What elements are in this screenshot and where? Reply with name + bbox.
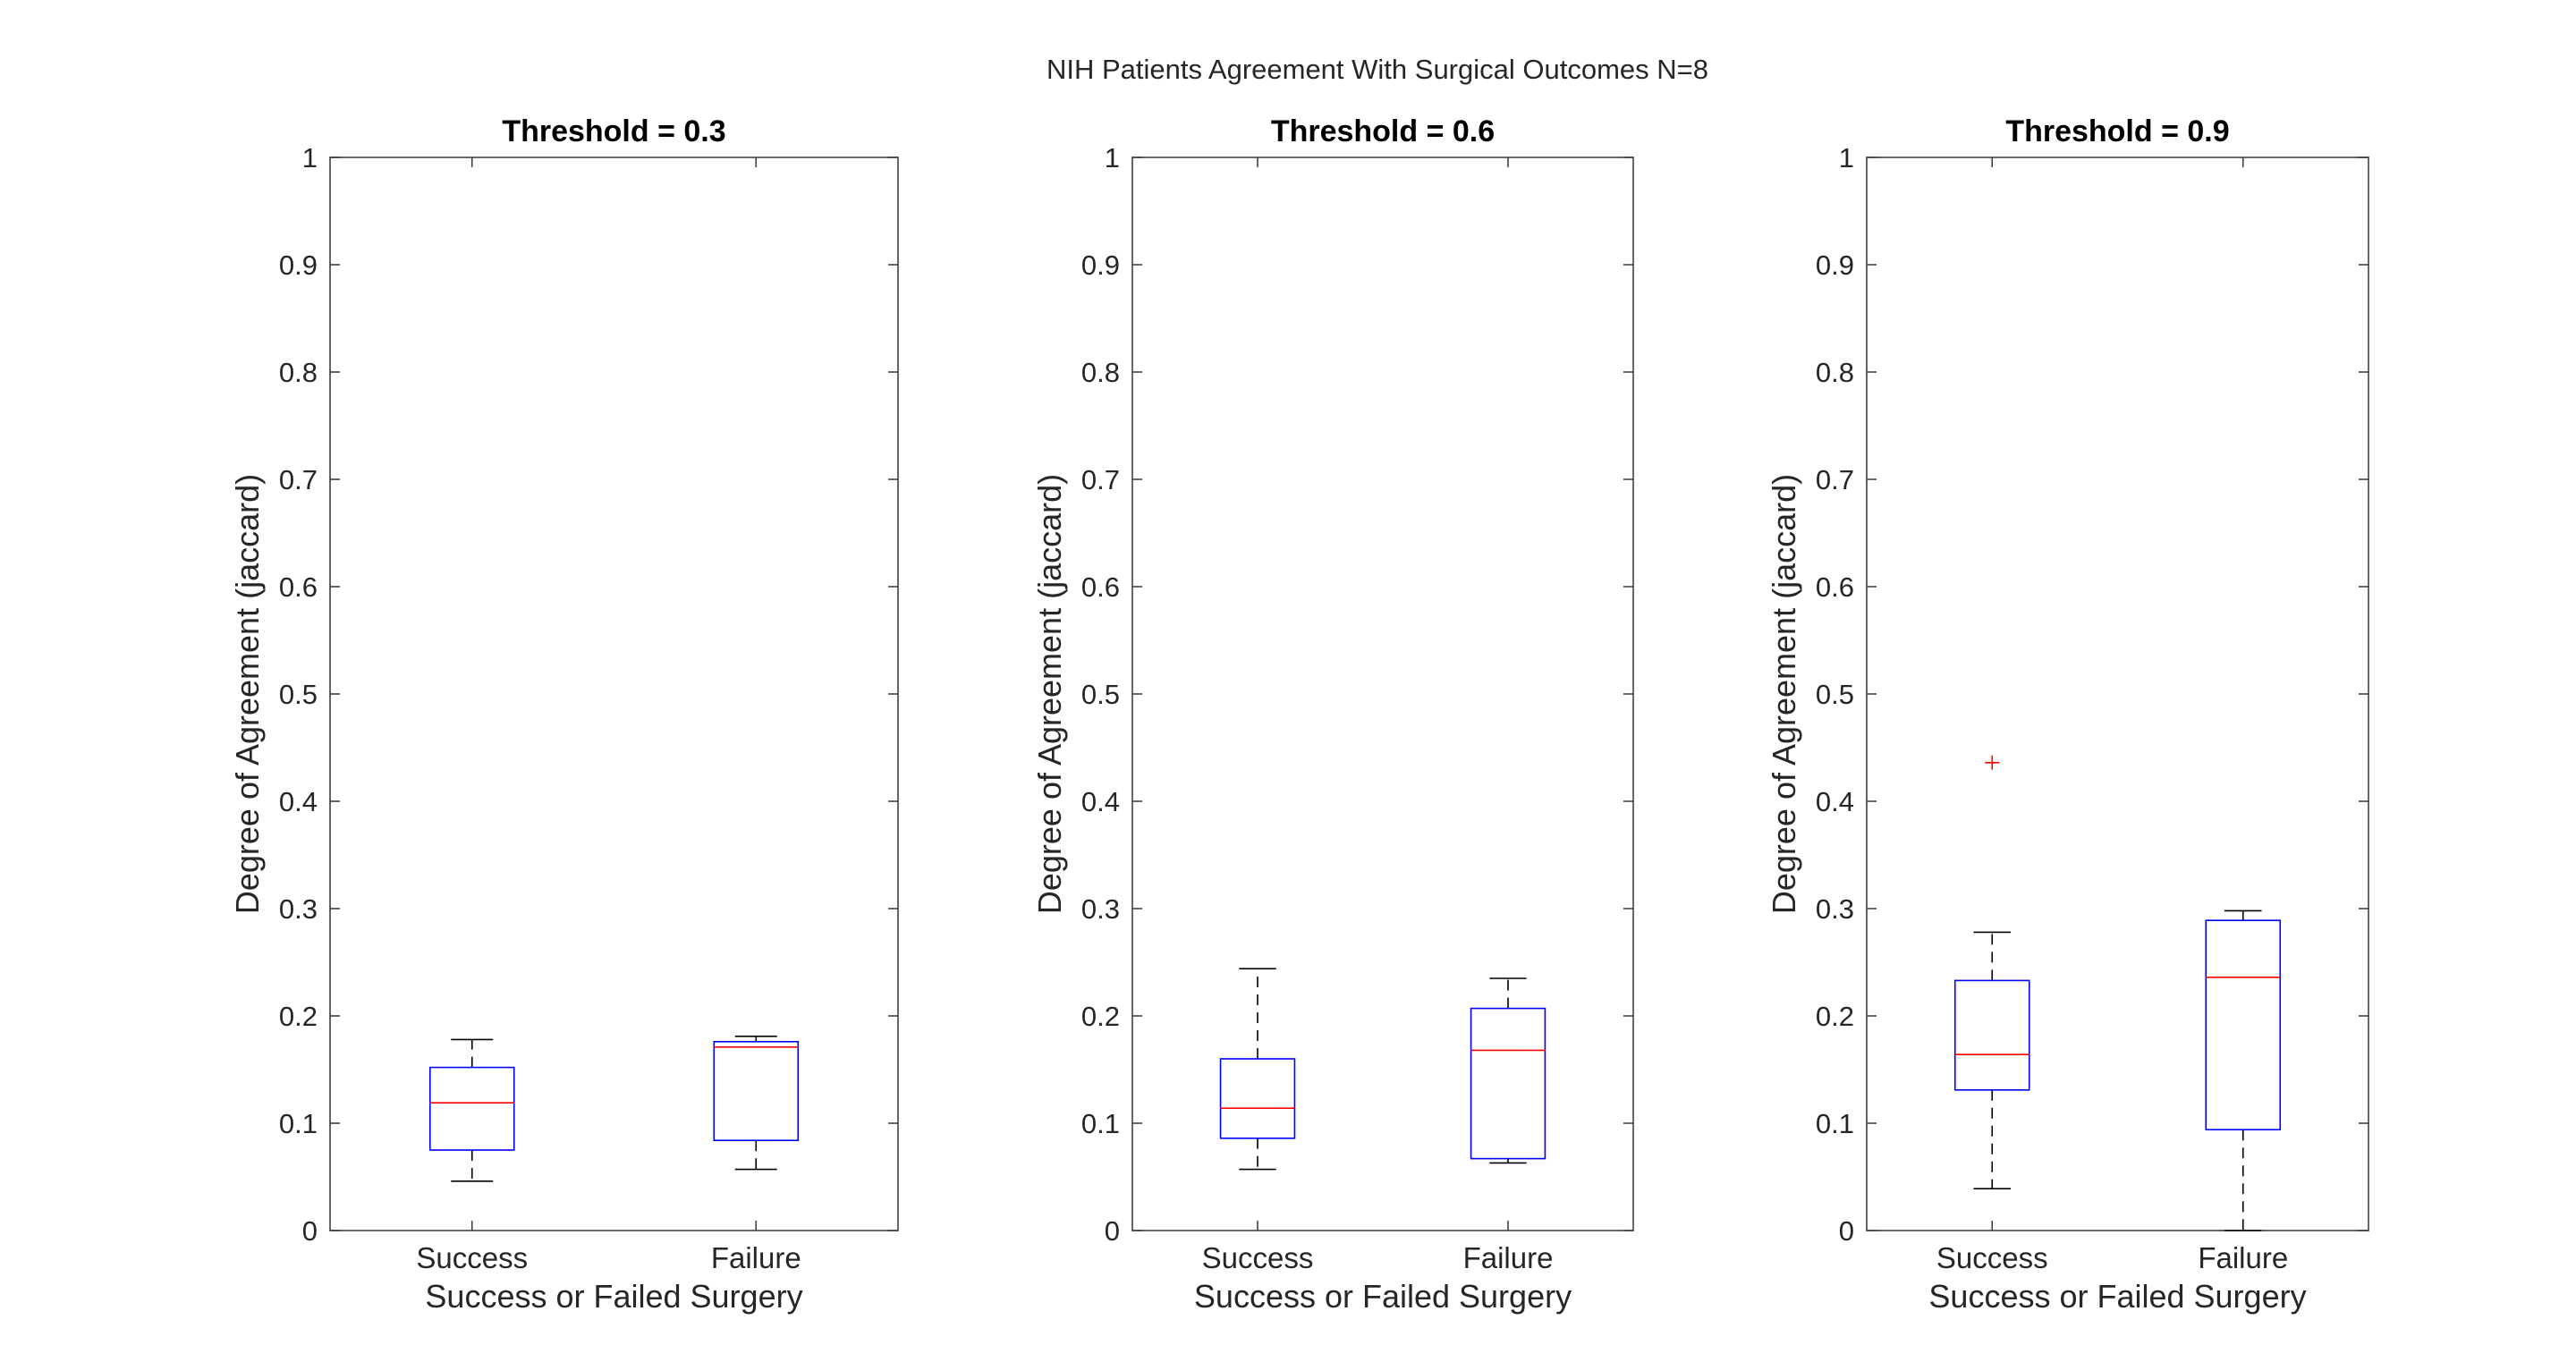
y-tick-label: 0 [1839,1215,1854,1247]
box-failure [1470,977,1546,1164]
x-axis-label: Success or Failed Surgery [1928,1278,2306,1315]
box-success [1219,968,1296,1171]
plot-area [1866,157,2369,1231]
y-tick-label: 0.7 [1081,464,1120,495]
y-tick-label: 0.3 [1816,893,1854,925]
y-tick-label: 0.8 [279,357,318,388]
y-axis-label: Degree of Agreement (jaccard) [229,474,266,914]
box-iqr [428,1066,515,1151]
plot-area [329,157,899,1231]
box-success [1953,755,2030,1189]
box-iqr [713,1041,800,1142]
plot-area [1131,157,1634,1231]
figure-title: NIH Patients Agreement With Surgical Out… [1046,54,1708,85]
y-tick-label: 0.5 [1816,679,1854,710]
box-iqr [1470,1007,1546,1160]
box-iqr [1219,1058,1296,1139]
y-axis-label: Degree of Agreement (jaccard) [1031,474,1068,914]
x-tick-label: Success [1936,1241,2048,1274]
y-tick-label: 0.8 [1081,357,1120,388]
box-iqr [1953,979,2030,1091]
y-tick-label: 1 [1105,142,1120,173]
box-iqr [2205,919,2282,1130]
outlier-marker [1985,755,2000,770]
x-axis-label: Success or Failed Surgery [425,1278,802,1315]
y-tick-label: 0 [1105,1215,1120,1247]
y-tick-label: 0.3 [1081,893,1120,925]
y-tick-label: 0.5 [279,679,318,710]
subplot-title: Threshold = 0.3 [502,114,725,148]
x-tick-label: Failure [711,1241,801,1274]
y-tick-label: 0.6 [1081,571,1120,603]
subplot-1: 0 0.1 0.2 0.3 0.4 0.5 0.6 0.7 0.8 0.9 1 Success Fail… [229,114,899,1315]
y-tick-label: 1 [302,142,318,173]
y-tick-label: 0.2 [1816,1001,1854,1032]
y-tick-label: 0.1 [279,1108,318,1139]
x-axis-label: Success or Failed Surgery [1194,1278,1572,1315]
x-tick-label: Failure [1463,1241,1554,1274]
y-tick-label: 0.6 [279,571,318,603]
y-tick-label: 0.9 [1081,250,1120,281]
y-tick-label: 0.4 [1816,786,1854,817]
y-tick-label: 0 [302,1215,318,1247]
y-tick-label: 0.6 [1816,571,1854,603]
y-tick-label: 0.4 [1081,786,1120,817]
y-tick-label: 0.9 [279,250,318,281]
x-tick-label: Failure [2198,1241,2288,1274]
subplot-title: Threshold = 0.9 [2005,114,2229,148]
y-axis-label: Degree of Agreement (jaccard) [1766,474,1802,914]
y-tick-label: 0.9 [1816,250,1854,281]
subplot-3: 0 0.1 0.2 0.3 0.4 0.5 0.6 0.7 0.8 0.9 1 Success Fail… [1766,114,2369,1315]
box-failure [2205,909,2282,1231]
y-tick-label: 0.8 [1816,357,1854,388]
y-tick-label: 0.1 [1816,1108,1854,1139]
y-tick-label: 0.2 [1081,1001,1120,1032]
y-tick-label: 0.2 [279,1001,318,1032]
y-tick-label: 0.7 [1816,464,1854,495]
y-tick-label: 1 [1839,142,1854,173]
subplot-2: 0 0.1 0.2 0.3 0.4 0.5 0.6 0.7 0.8 0.9 1 Success Fail… [1031,114,1634,1315]
y-tick-label: 0.7 [279,464,318,495]
box-success [428,1038,515,1182]
y-tick-label: 0.5 [1081,679,1120,710]
x-tick-label: Success [1202,1241,1314,1274]
box-failure [713,1036,800,1171]
y-tick-label: 0.3 [279,893,318,925]
subplot-title: Threshold = 0.6 [1271,114,1495,148]
y-tick-label: 0.1 [1081,1108,1120,1139]
y-tick-label: 0.4 [279,786,318,817]
x-tick-label: Success [416,1241,528,1274]
